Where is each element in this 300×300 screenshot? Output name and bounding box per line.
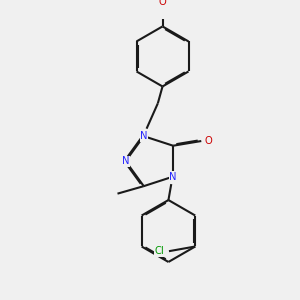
Text: O: O <box>205 136 213 146</box>
Text: O: O <box>159 0 167 7</box>
Text: N: N <box>140 131 148 141</box>
Text: Cl: Cl <box>155 246 164 256</box>
Text: N: N <box>169 172 177 182</box>
Text: N: N <box>122 156 129 166</box>
